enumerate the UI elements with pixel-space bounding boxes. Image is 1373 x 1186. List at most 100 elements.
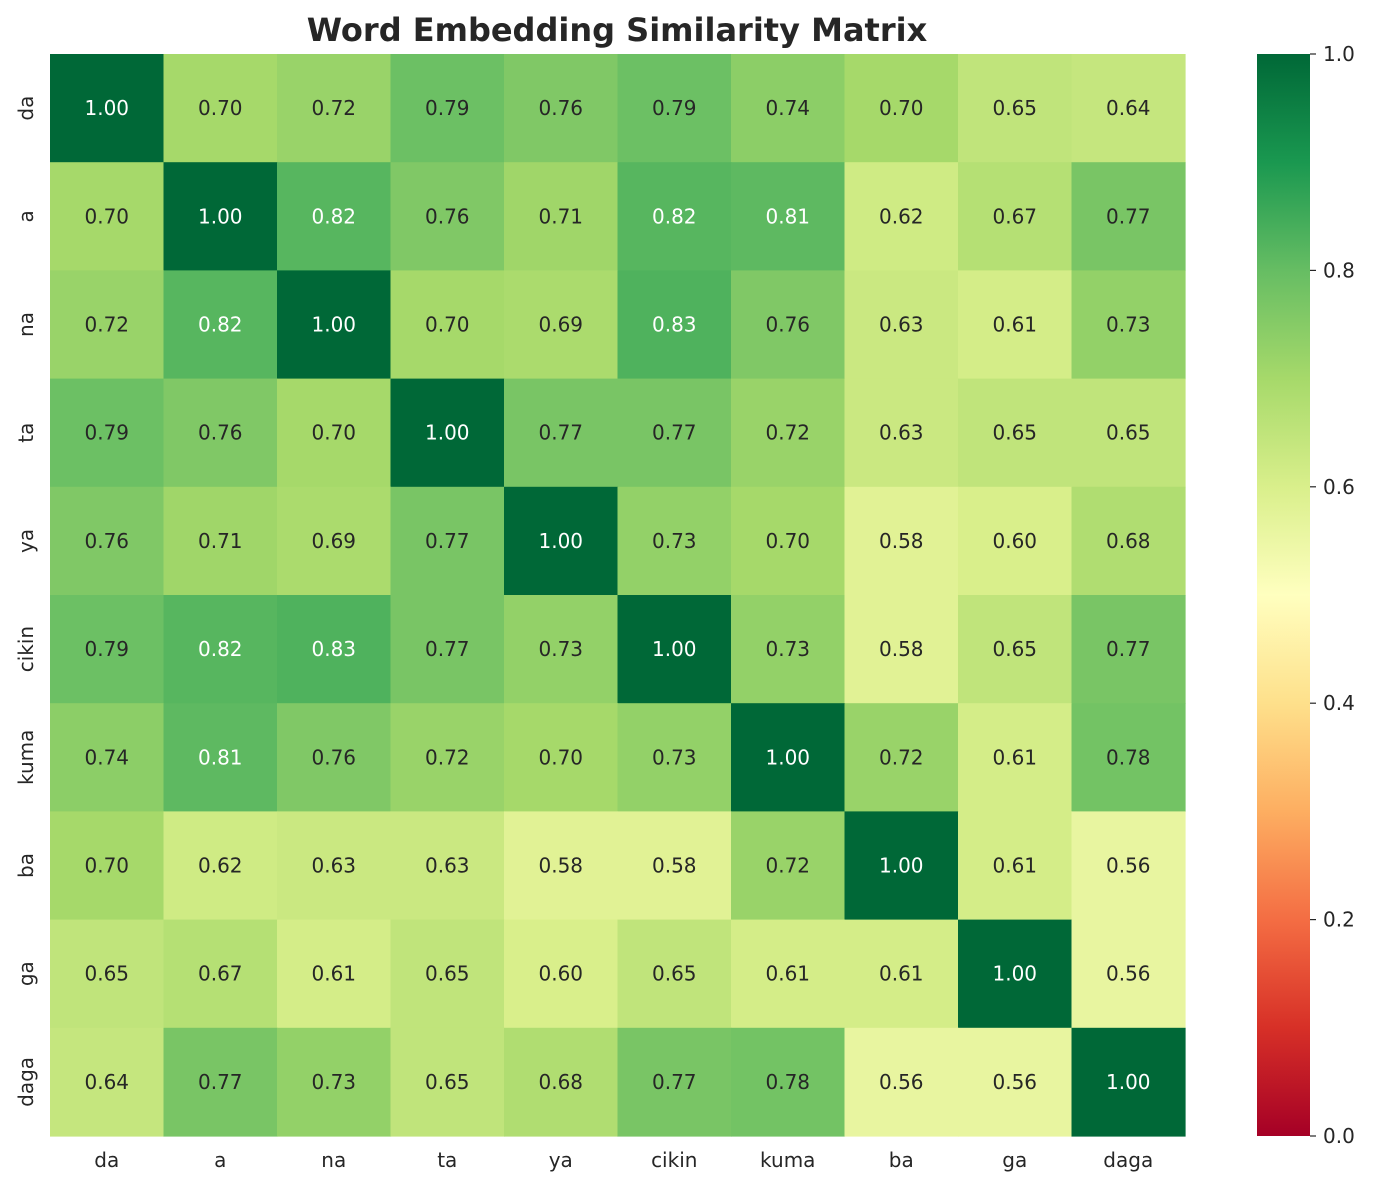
heatmap-cell xyxy=(844,270,959,380)
heatmap-cell xyxy=(617,162,732,271)
cell-value-label: 0.65 xyxy=(84,962,129,986)
cell-value-label: 1.00 xyxy=(84,96,129,120)
cell-value-label: 0.79 xyxy=(84,637,129,661)
cell-value-label: 0.72 xyxy=(879,745,924,769)
cell-value-label: 0.61 xyxy=(311,962,356,986)
y-tick-label: ga xyxy=(14,961,38,986)
heatmap-cell xyxy=(50,811,165,921)
colorbar-tick-label: 0.2 xyxy=(1323,908,1355,932)
heatmap-cell xyxy=(617,811,732,921)
x-tick-label: a xyxy=(214,1148,226,1172)
heatmap-cell xyxy=(1071,595,1186,704)
cell-value-label: 0.77 xyxy=(425,529,470,553)
y-tick-label: ta xyxy=(14,423,38,443)
heatmap-cell xyxy=(844,54,959,163)
heatmap-cell xyxy=(958,703,1073,812)
heatmap-cell xyxy=(504,811,619,921)
cell-value-label: 0.56 xyxy=(879,1070,924,1094)
cell-value-label: 0.63 xyxy=(879,313,924,337)
heatmap-cell xyxy=(163,919,278,1029)
cell-value-label: 0.73 xyxy=(652,529,697,553)
heatmap-cell xyxy=(277,54,392,163)
heatmap-cell xyxy=(958,811,1073,921)
x-tick-label: ga xyxy=(1002,1148,1027,1172)
heatmap-cell xyxy=(1071,270,1186,380)
cell-value-label: 0.76 xyxy=(425,204,470,228)
heatmap-cell xyxy=(50,270,165,380)
heatmap-cell xyxy=(731,270,846,380)
cell-value-label: 0.58 xyxy=(879,529,924,553)
cell-value-label: 0.58 xyxy=(538,854,583,878)
heatmap-cell xyxy=(163,486,278,596)
cell-value-label: 1.00 xyxy=(879,854,924,878)
colorbar: 0.0 0.2 0.4 0.6 0.8 1.0 xyxy=(1257,42,1355,1148)
cell-value-label: 0.70 xyxy=(198,96,243,120)
x-tick-label: kuma xyxy=(760,1148,815,1172)
heatmap-cell xyxy=(731,378,846,488)
heatmap-cell xyxy=(731,919,846,1029)
heatmap-cell xyxy=(617,270,732,380)
heatmap-cell xyxy=(504,1027,619,1137)
x-tick-label: daga xyxy=(1103,1148,1153,1172)
heatmap-cell xyxy=(163,595,278,704)
heatmap-cell xyxy=(390,270,505,380)
cell-value-label: 0.69 xyxy=(311,529,356,553)
heatmap-cell xyxy=(390,811,505,921)
heatmap-cell xyxy=(504,54,619,163)
y-tick-label: a xyxy=(14,210,38,222)
cell-value-label: 0.70 xyxy=(879,96,924,120)
heatmap-cell xyxy=(504,919,619,1029)
heatmap-cell xyxy=(731,1027,846,1137)
cell-value-label: 0.56 xyxy=(1106,962,1151,986)
cell-value-label: 0.67 xyxy=(198,962,243,986)
y-tick-label: daga xyxy=(14,1057,38,1107)
cell-value-label: 0.79 xyxy=(652,96,697,120)
cell-value-label: 0.70 xyxy=(765,529,810,553)
cell-value-label: 0.77 xyxy=(1106,637,1151,661)
cell-value-label: 0.79 xyxy=(425,96,470,120)
heatmap-cell xyxy=(617,919,732,1029)
cell-value-label: 0.70 xyxy=(538,745,583,769)
heatmap-cell xyxy=(731,486,846,596)
heatmap-cell xyxy=(390,595,505,704)
cell-value-label: 0.78 xyxy=(1106,745,1151,769)
cell-value-label: 0.61 xyxy=(992,854,1037,878)
cell-value-label: 1.00 xyxy=(538,529,583,553)
cell-value-label: 0.73 xyxy=(1106,313,1151,337)
heatmap-cell xyxy=(390,54,505,163)
heatmap-cell xyxy=(731,162,846,271)
heatmap-cell xyxy=(504,703,619,812)
cell-value-label: 1.00 xyxy=(311,313,356,337)
colorbar-tick-label: 0.0 xyxy=(1323,1124,1355,1148)
cell-value-label: 0.60 xyxy=(992,529,1037,553)
cell-value-label: 1.00 xyxy=(765,745,810,769)
cell-value-label: 0.61 xyxy=(992,745,1037,769)
heatmap-cell xyxy=(277,486,392,596)
y-tick-label: cikin xyxy=(14,626,38,672)
cell-value-label: 0.70 xyxy=(311,421,356,445)
cell-value-label: 0.70 xyxy=(84,854,129,878)
cell-value-label: 0.72 xyxy=(311,96,356,120)
cell-value-label: 0.77 xyxy=(652,1070,697,1094)
heatmap-cell xyxy=(1071,54,1186,163)
cell-value-label: 0.72 xyxy=(765,854,810,878)
cell-value-label: 0.82 xyxy=(311,204,356,228)
heatmap-cell xyxy=(731,703,846,812)
cell-value-label: 0.58 xyxy=(879,637,924,661)
cell-value-label: 0.77 xyxy=(198,1070,243,1094)
heatmap-cell xyxy=(844,919,959,1029)
heatmap-cell xyxy=(617,595,732,704)
colorbar-tick-label: 0.8 xyxy=(1323,258,1355,282)
cell-value-label: 0.81 xyxy=(765,204,810,228)
y-tick-label: ba xyxy=(14,853,38,878)
heatmap-cell xyxy=(163,54,278,163)
cell-value-label: 0.61 xyxy=(765,962,810,986)
cell-value-label: 0.64 xyxy=(1106,96,1151,120)
cell-value-label: 0.61 xyxy=(879,962,924,986)
y-tick-label: na xyxy=(14,312,38,337)
heatmap-cell xyxy=(277,595,392,704)
heatmap-cell xyxy=(163,811,278,921)
x-tick-label: ba xyxy=(889,1148,914,1172)
cell-value-label: 0.78 xyxy=(765,1070,810,1094)
